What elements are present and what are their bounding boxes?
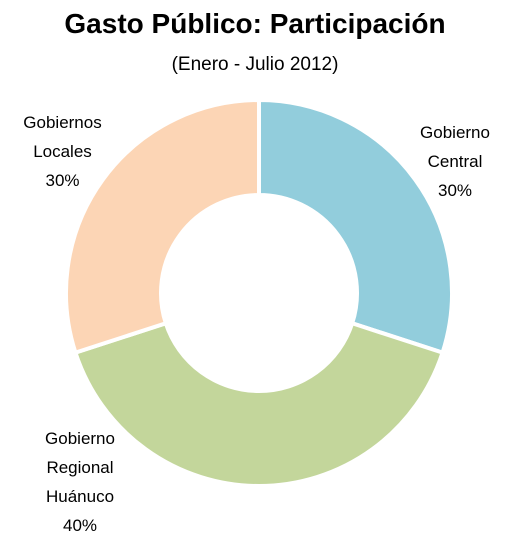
donut-slice bbox=[72, 320, 446, 488]
slice-label: Gobiernos Locales 30% bbox=[5, 108, 120, 195]
value-label: 30% bbox=[437, 181, 473, 200]
category-label: Gobiernos Locales bbox=[23, 113, 102, 161]
chart-title: Gasto Público: Participación bbox=[64, 8, 446, 39]
donut-slice bbox=[64, 97, 261, 356]
value-label: 30% bbox=[45, 171, 80, 190]
value-label: 40% bbox=[62, 516, 98, 535]
category-label: Gobierno Central bbox=[420, 123, 490, 171]
slice-label: Gobierno Central 30% bbox=[405, 118, 505, 205]
donut-slice bbox=[257, 97, 454, 356]
category-label: Gobierno Regional Huánuco bbox=[45, 429, 115, 506]
chart-subtitle: (Enero - Julio 2012) bbox=[171, 54, 339, 75]
slice-label: Gobierno Regional Huánuco 40% bbox=[30, 424, 130, 536]
